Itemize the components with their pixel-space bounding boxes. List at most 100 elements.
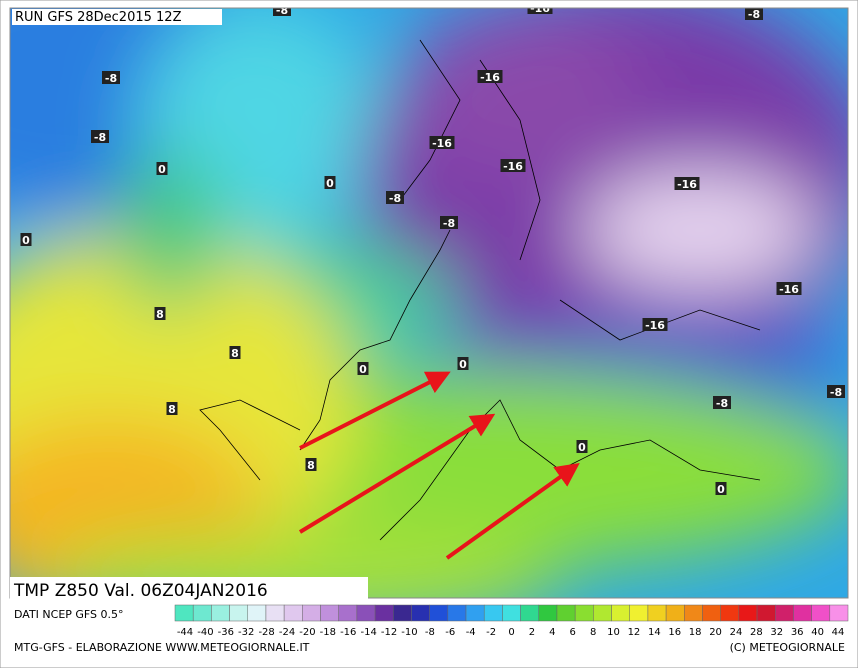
legend-label: -8 <box>425 627 435 638</box>
map: -8 -16 -8 -8 -16 -8 -16 -16 0 0 -16 -8 0 -8 -16 8 -16 8 0 0… <box>10 2 848 598</box>
legend-swatch <box>684 604 703 622</box>
contour-label: 0 <box>578 441 586 454</box>
legend-label: 2 <box>529 627 535 638</box>
contour-label: -16 <box>645 319 665 332</box>
legend-label: -32 <box>238 627 254 638</box>
contour-label: 0 <box>359 363 367 376</box>
contour-label: -8 <box>276 4 288 17</box>
contour-label-bg <box>776 282 802 295</box>
contour-label-bg <box>166 402 178 415</box>
legend-swatch <box>229 604 249 622</box>
legend-swatch <box>520 604 540 622</box>
legend-label: 32 <box>770 627 783 638</box>
legend-swatch <box>465 604 485 622</box>
legend-label: -12 <box>381 627 397 638</box>
legend-label: -4 <box>466 627 476 638</box>
legend-swatch <box>393 604 412 622</box>
contour-label-bg <box>642 318 668 331</box>
legend-swatch <box>174 604 194 622</box>
contour-label: -8 <box>443 217 455 230</box>
contour-label: 8 <box>168 403 176 416</box>
legend-label: 10 <box>607 627 620 638</box>
legend-swatch <box>411 604 430 622</box>
contour-label-bg <box>156 162 168 175</box>
contour-label-bg <box>500 159 526 172</box>
contour-label: 0 <box>459 358 467 371</box>
legend-label: -40 <box>197 627 213 638</box>
legend-swatch <box>447 604 467 622</box>
legend-label: 28 <box>750 627 763 638</box>
legend-label: -18 <box>320 627 336 638</box>
legend-swatch <box>283 604 303 622</box>
legend-swatch <box>720 604 740 622</box>
source: DATI NCEP GFS 0.5° <box>14 608 124 621</box>
contour-label-bg <box>154 307 166 320</box>
contour-label-bg <box>273 8 291 16</box>
legend-swatch <box>738 604 758 622</box>
legend-swatch <box>302 604 321 622</box>
contour-label: -8 <box>830 386 842 399</box>
contour-label-bg <box>745 8 763 20</box>
legend-label: 40 <box>811 627 824 638</box>
contour-label: 0 <box>22 234 30 247</box>
contour-label: 8 <box>231 347 239 360</box>
run-label: RUN GFS 28Dec2015 12Z <box>15 10 182 25</box>
legend-label: -36 <box>218 627 234 638</box>
contour-label-bg <box>429 136 455 149</box>
contour-label: 0 <box>717 483 725 496</box>
contour-label-bg <box>827 385 845 398</box>
contour-label-bg <box>715 482 727 495</box>
contour-label: -16 <box>480 71 500 84</box>
legend-label: 36 <box>791 627 804 638</box>
legend-swatch <box>429 604 449 622</box>
legend-label: 16 <box>668 627 681 638</box>
contour-label-bg <box>20 233 32 246</box>
credit: MTG-GFS - ELABORAZIONE WWW.METEOGIORNALE… <box>14 641 310 654</box>
legend-swatch <box>593 604 612 622</box>
contour-label-bg <box>713 396 731 409</box>
contour-label: -16 <box>503 160 523 173</box>
legend-swatch <box>502 604 521 622</box>
contour-label-bg <box>457 357 469 370</box>
contour-label: -8 <box>389 192 401 205</box>
contour-label-bg <box>357 362 369 375</box>
legend-swatch <box>611 604 630 622</box>
legend-label: -10 <box>401 627 417 638</box>
legend-swatch <box>556 604 576 622</box>
legend-label: 8 <box>590 627 596 638</box>
legend-label: 4 <box>549 627 555 638</box>
legend-swatch <box>665 604 685 622</box>
legend-swatch <box>829 604 849 622</box>
legend-label: -14 <box>360 627 376 638</box>
contour-label: -16 <box>779 283 799 296</box>
legend-swatch <box>192 604 212 622</box>
contour-label-bg <box>674 177 700 190</box>
map-border <box>9 7 849 599</box>
legend-label: -28 <box>258 627 274 638</box>
contour-label-bg <box>477 70 503 83</box>
contour-label: -16 <box>530 2 550 15</box>
legend-label: -2 <box>486 627 496 638</box>
contour-label-bg <box>229 346 241 359</box>
contour-label-bg <box>305 458 317 471</box>
contour-label: 0 <box>326 177 334 190</box>
contour-label-bg <box>102 71 120 84</box>
contour-label: -8 <box>105 72 117 85</box>
legend-swatch <box>647 604 667 622</box>
contour-label-bg <box>324 176 336 189</box>
legend-label: -24 <box>279 627 295 638</box>
legend-label: -20 <box>299 627 315 638</box>
legend-swatch <box>356 604 376 622</box>
legend-label: -6 <box>445 627 455 638</box>
legend-label: 6 <box>570 627 576 638</box>
contour-label: -16 <box>677 178 697 191</box>
contour-label-bg <box>527 8 553 14</box>
legend-swatch <box>574 604 594 622</box>
legend-swatch <box>774 604 794 622</box>
legend-swatch <box>211 604 230 622</box>
arrows <box>298 371 580 560</box>
title-box <box>10 577 368 599</box>
contour-label-bg <box>91 130 109 143</box>
contour-label-bg <box>440 216 458 229</box>
